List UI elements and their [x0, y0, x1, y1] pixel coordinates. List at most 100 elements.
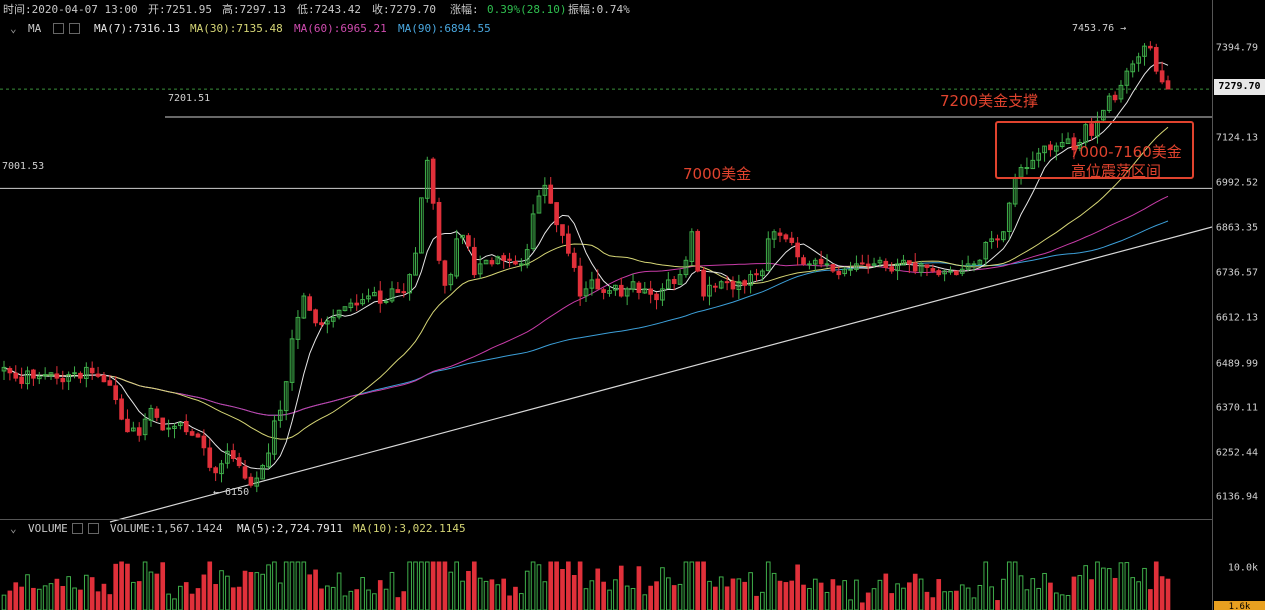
volume-close-icon[interactable]: [88, 523, 99, 534]
candle-body: [771, 231, 777, 240]
candle-body: [1118, 84, 1124, 100]
volume-bar: [983, 561, 989, 610]
volume-bar: [530, 561, 536, 610]
volume-bar: [701, 561, 706, 610]
volume-bar: [648, 585, 653, 610]
candle-body: [954, 270, 959, 276]
candle-body: [671, 278, 677, 285]
candle-body: [189, 431, 195, 436]
volume-bar: [760, 591, 765, 610]
level-7001-label: 7001.53: [2, 161, 45, 172]
candle-body: [660, 288, 665, 301]
candle-body: [883, 260, 889, 268]
volume-bar: [801, 584, 806, 610]
candle-body: [1148, 45, 1153, 49]
volume-bar: [977, 584, 983, 610]
volume-bar: [178, 585, 183, 610]
candle-body: [889, 266, 895, 272]
high-marker-label: 7453.76 →: [1072, 23, 1127, 34]
candle-body: [272, 420, 277, 455]
volume-bar: [448, 571, 454, 610]
volume-bar: [89, 577, 95, 610]
price-tick: 6489.99: [1215, 358, 1258, 370]
volume-bar: [395, 597, 401, 610]
volume-bar: [113, 563, 119, 610]
volume-bar: [777, 580, 783, 610]
volume-bar: [66, 576, 71, 610]
volume-bar: [595, 568, 601, 610]
volume-bar: [742, 581, 748, 610]
candle-body: [13, 372, 19, 379]
candle-body: [601, 289, 606, 293]
candle-body: [266, 452, 271, 468]
candle-body: [1036, 152, 1041, 161]
volume-bar: [830, 579, 836, 610]
candle-body: [1024, 167, 1030, 170]
volume-bar: [818, 582, 824, 610]
volume-bar: [148, 571, 154, 610]
volume-bar: [1030, 578, 1036, 610]
volume-settings-icon[interactable]: [72, 523, 83, 534]
volume-bar: [230, 587, 236, 610]
candle-body: [342, 306, 348, 312]
candle-body: [613, 284, 618, 291]
candle-body: [965, 263, 971, 270]
volume-bar: [342, 595, 348, 610]
candle-body: [178, 422, 183, 427]
ma-title: MA: [28, 22, 42, 35]
candle-body: [807, 263, 812, 266]
candle-body: [183, 421, 189, 433]
close-icon[interactable]: [69, 23, 80, 34]
volume-bar: [501, 578, 507, 610]
volume-bar: [95, 591, 101, 610]
volume-bar: [942, 591, 947, 610]
volume-bar: [325, 585, 330, 610]
volume-bar: [1153, 561, 1159, 610]
volume-bar: [848, 599, 853, 610]
candle-body: [301, 295, 307, 319]
volume-bar: [283, 561, 289, 610]
candle-body: [683, 259, 689, 276]
range-annotation-line2: 高位震荡区间: [1071, 162, 1162, 180]
volume-bar: [707, 580, 712, 610]
volume-bar: [513, 586, 518, 610]
volume-bar: [489, 579, 495, 610]
candle-body: [436, 202, 442, 261]
volume-bar: [424, 561, 430, 610]
volume-bar: [207, 561, 213, 610]
candle-body: [207, 447, 213, 468]
price-tick: 7124.13: [1215, 132, 1258, 144]
volume-bar: [277, 582, 283, 610]
volume-bar: [319, 588, 324, 610]
collapse-chevron-icon[interactable]: ⌄: [10, 22, 17, 35]
volume-bar: [460, 580, 465, 610]
price-chart[interactable]: [0, 0, 1212, 610]
volume-bar: [1083, 565, 1089, 610]
volume-bar: [948, 591, 953, 610]
volume-bar: [213, 584, 218, 610]
candle-body: [730, 280, 736, 290]
volume-bar: [965, 587, 971, 610]
candle-body: [713, 285, 718, 288]
candle-body: [842, 268, 847, 275]
volume-bar: [730, 578, 736, 610]
volume-bar: [783, 582, 789, 610]
candle-body: [789, 237, 795, 243]
volume-bar: [624, 585, 630, 610]
volume-bar: [172, 598, 177, 610]
candle-body: [19, 376, 24, 384]
volume-bar: [895, 583, 900, 610]
volume-bar: [119, 561, 124, 610]
candle-body: [383, 300, 389, 303]
volume-collapse-chevron-icon[interactable]: ⌄: [10, 522, 17, 535]
volume-bar: [495, 584, 501, 610]
candle-body: [325, 320, 330, 325]
volume-bar: [524, 570, 530, 610]
volume-bar: [907, 582, 912, 610]
settings-icon[interactable]: [53, 23, 64, 34]
candle-body: [1059, 142, 1065, 148]
ma90-label: MA(90):6894.55: [398, 22, 491, 35]
candle-body: [195, 433, 201, 438]
candle-body: [260, 465, 265, 480]
candle-body: [1112, 94, 1118, 101]
